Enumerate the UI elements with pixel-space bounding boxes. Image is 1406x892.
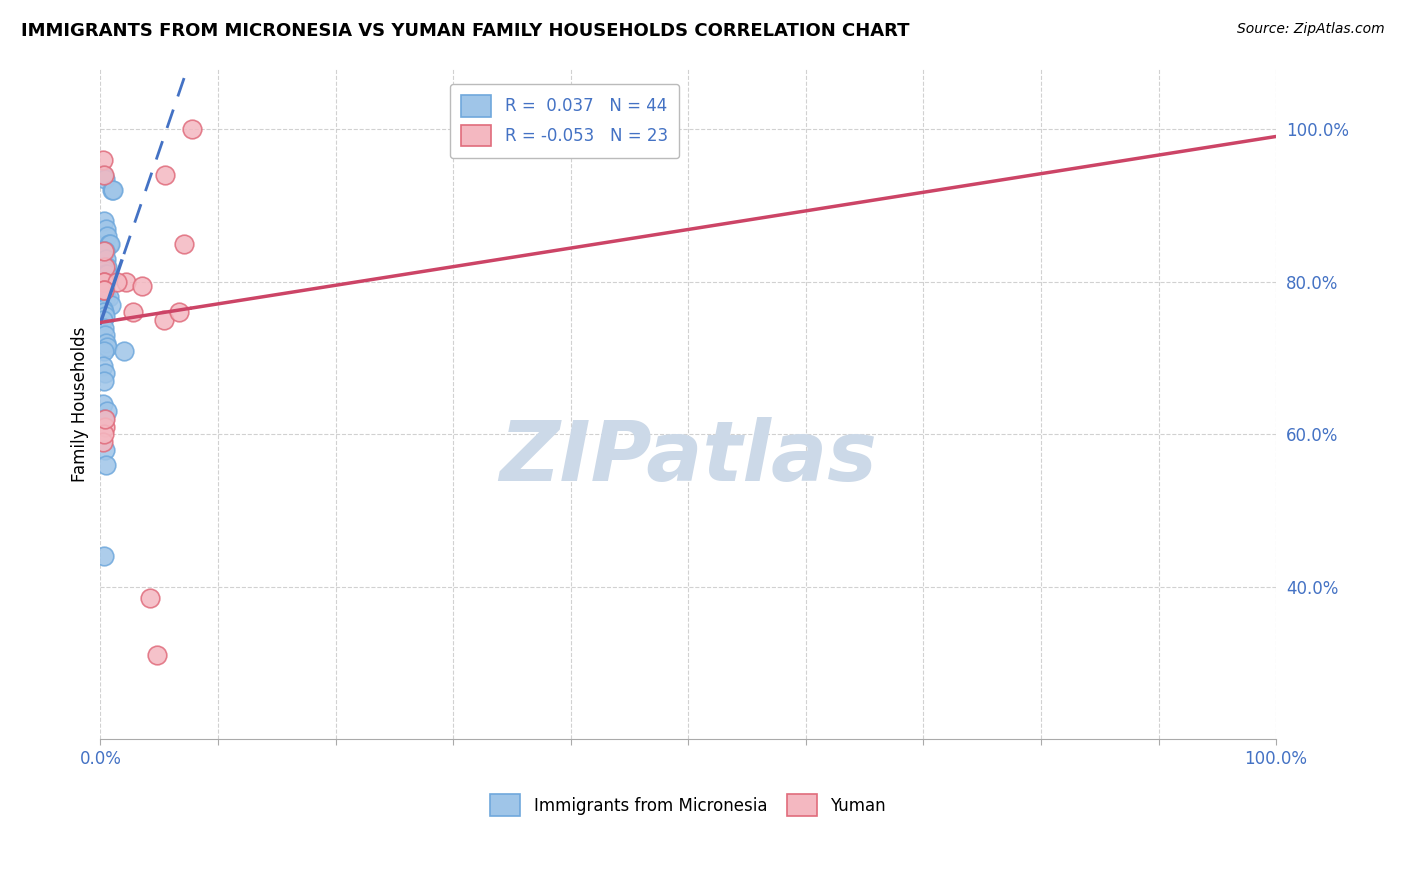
Point xyxy=(101,184,124,198)
Point xyxy=(93,343,115,358)
Point xyxy=(100,298,122,312)
Point xyxy=(97,290,120,304)
Point xyxy=(93,286,115,301)
Point xyxy=(94,260,117,274)
Point xyxy=(93,244,115,259)
Point xyxy=(98,236,121,251)
Point xyxy=(93,168,115,182)
Point xyxy=(91,153,114,167)
Point xyxy=(103,184,125,198)
Point xyxy=(96,252,118,266)
Point xyxy=(96,290,118,304)
Point xyxy=(181,122,204,136)
Point xyxy=(96,260,118,274)
Point xyxy=(96,404,118,418)
Point xyxy=(91,397,114,411)
Point xyxy=(153,313,176,327)
Point xyxy=(94,268,117,282)
Point xyxy=(112,343,135,358)
Legend: Immigrants from Micronesia, Yuman: Immigrants from Micronesia, Yuman xyxy=(484,788,893,822)
Point xyxy=(94,244,117,259)
Point xyxy=(94,172,117,186)
Text: ZIPatlas: ZIPatlas xyxy=(499,417,877,498)
Point xyxy=(93,263,115,277)
Point xyxy=(93,412,115,426)
Point xyxy=(96,335,118,350)
Point xyxy=(93,374,115,388)
Point xyxy=(167,305,190,319)
Point xyxy=(93,320,115,334)
Point xyxy=(91,283,114,297)
Point xyxy=(96,268,118,282)
Point xyxy=(96,340,118,354)
Point xyxy=(91,168,114,182)
Point xyxy=(93,275,115,289)
Y-axis label: Family Households: Family Households xyxy=(72,326,89,482)
Point xyxy=(94,328,117,343)
Point xyxy=(93,427,115,442)
Point xyxy=(94,278,117,293)
Point xyxy=(94,309,117,323)
Point xyxy=(96,221,118,235)
Point xyxy=(105,275,128,289)
Point xyxy=(93,275,115,289)
Point xyxy=(93,214,115,228)
Point xyxy=(122,305,145,319)
Point xyxy=(146,648,169,663)
Point xyxy=(96,458,118,472)
Point xyxy=(96,229,118,244)
Point xyxy=(93,283,115,297)
Point xyxy=(173,236,195,251)
Point xyxy=(115,275,138,289)
Point xyxy=(94,367,117,381)
Point xyxy=(94,412,117,426)
Point xyxy=(93,283,115,297)
Point xyxy=(91,260,114,274)
Point xyxy=(91,359,114,373)
Point xyxy=(138,591,160,606)
Point xyxy=(93,305,115,319)
Point xyxy=(93,244,115,259)
Point xyxy=(97,236,120,251)
Text: Source: ZipAtlas.com: Source: ZipAtlas.com xyxy=(1237,22,1385,37)
Point xyxy=(91,313,114,327)
Point xyxy=(153,168,176,182)
Text: IMMIGRANTS FROM MICRONESIA VS YUMAN FAMILY HOUSEHOLDS CORRELATION CHART: IMMIGRANTS FROM MICRONESIA VS YUMAN FAMI… xyxy=(21,22,910,40)
Point xyxy=(96,275,118,289)
Point xyxy=(94,419,117,434)
Point xyxy=(94,442,117,457)
Point xyxy=(131,278,153,293)
Point xyxy=(93,275,115,289)
Point xyxy=(91,434,114,449)
Point xyxy=(91,301,114,316)
Point xyxy=(93,549,115,564)
